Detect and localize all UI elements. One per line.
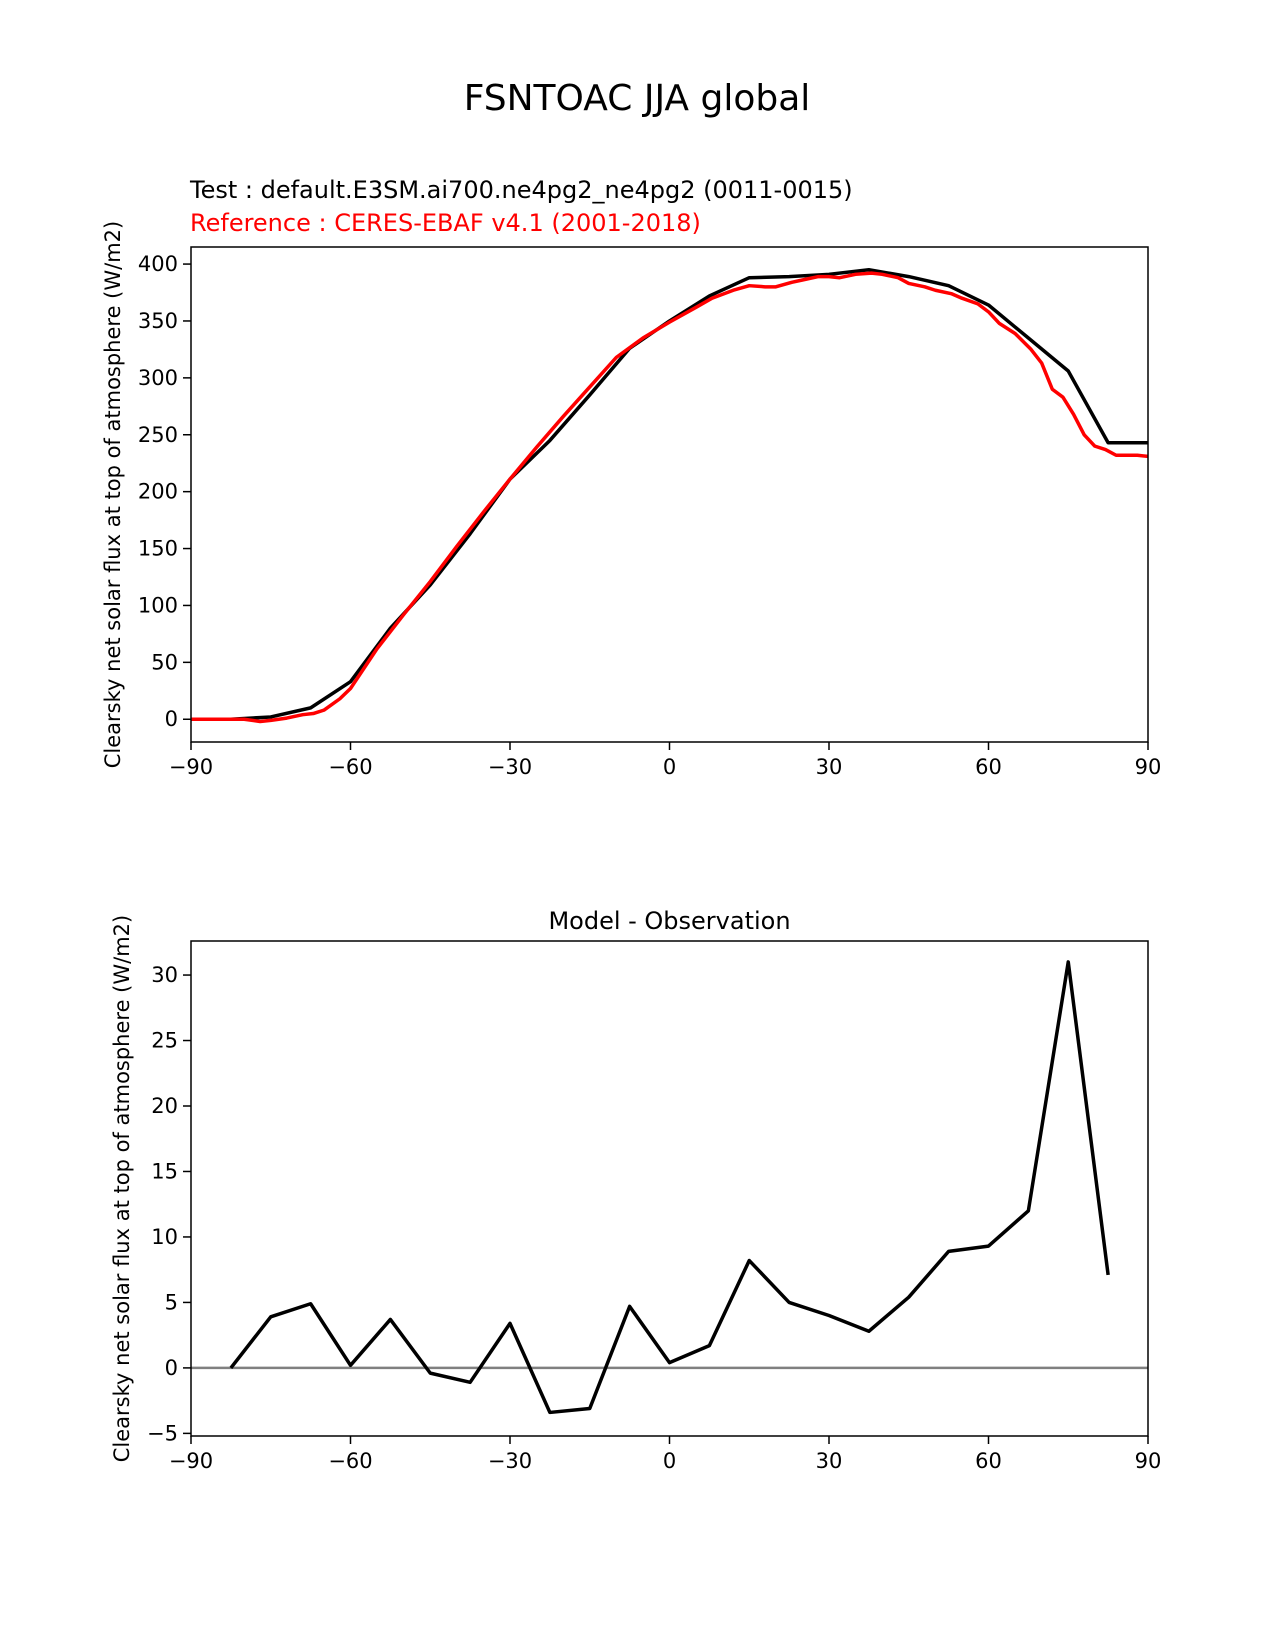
x-tick-label: 0 <box>663 1449 676 1473</box>
panel-title: Model - Observation <box>548 907 790 935</box>
y-tick-label: 250 <box>138 423 178 447</box>
y-tick-label: 150 <box>138 537 178 561</box>
y-axis-label: Clearsky net solar flux at top of atmosp… <box>110 915 134 1462</box>
x-tick-label: 60 <box>975 1449 1002 1473</box>
x-tick-label: 60 <box>975 755 1002 779</box>
y-tick-label: 5 <box>165 1290 178 1314</box>
x-tick-label: 90 <box>1135 1449 1162 1473</box>
x-tick-label: −90 <box>169 755 213 779</box>
x-tick-label: −30 <box>488 1449 532 1473</box>
y-tick-label: 0 <box>165 707 178 731</box>
y-tick-label: 20 <box>151 1094 178 1118</box>
difference-series-line <box>229 960 1110 1415</box>
y-tick-label: 25 <box>151 1029 178 1053</box>
y-tick-label: −5 <box>147 1421 178 1445</box>
y-tick-label: 300 <box>138 366 178 390</box>
y-tick-label: 10 <box>151 1225 178 1249</box>
x-tick-label: −60 <box>328 755 372 779</box>
y-tick-label: 350 <box>138 309 178 333</box>
y-tick-label: 50 <box>151 650 178 674</box>
x-tick-label: −90 <box>169 1449 213 1473</box>
x-tick-label: 30 <box>816 755 843 779</box>
y-tick-label: 30 <box>151 963 178 987</box>
x-tick-label: 90 <box>1135 755 1162 779</box>
reference-label: Reference : CERES-EBAF v4.1 (2001-2018) <box>190 209 701 237</box>
y-tick-label: 400 <box>138 252 178 276</box>
y-tick-label: 15 <box>151 1159 178 1183</box>
reference-series-line <box>191 271 1148 724</box>
top-panel: −90 −60 −30 0 30 60 90 0 50 100 150 200 250 300 350 400… <box>101 221 1161 779</box>
y-tick-label: 100 <box>138 593 178 617</box>
test-label: Test : default.E3SM.ai700.ne4pg2_ne4pg2 … <box>189 176 853 204</box>
y-axis-label: Clearsky net solar flux at top of atmosp… <box>101 221 125 768</box>
x-tick-label: 30 <box>816 1449 843 1473</box>
x-tick-label: −60 <box>328 1449 372 1473</box>
x-tick-label: 0 <box>663 755 676 779</box>
y-tick-label: 0 <box>165 1356 178 1380</box>
figure-title: FSNTOAC JJA global <box>464 78 811 119</box>
test-series-line <box>191 268 1148 721</box>
y-tick-label: 200 <box>138 480 178 504</box>
difference-panel: −90 −60 −30 0 30 60 90 −5 0 5 10 15 20 25 30 Clearsky n… <box>110 907 1161 1473</box>
x-tick-label: −30 <box>488 755 532 779</box>
